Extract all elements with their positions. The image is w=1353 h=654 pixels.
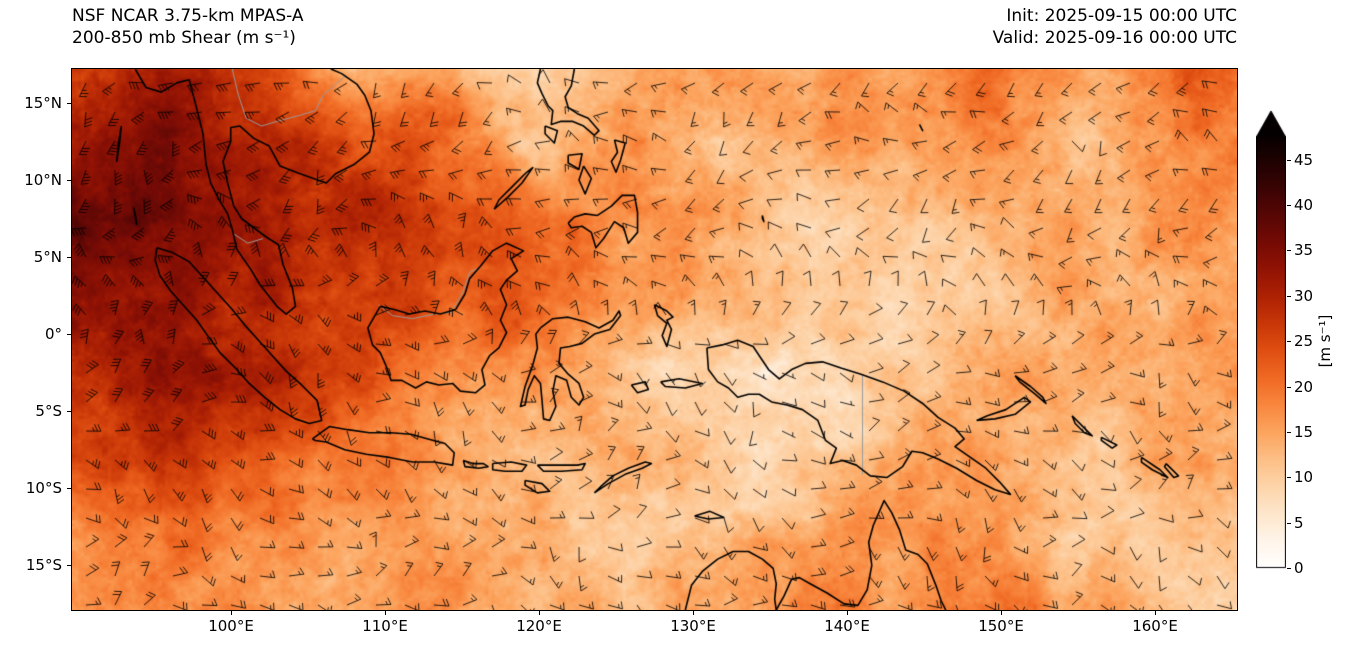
x-tick-label: 110°E xyxy=(362,617,408,635)
y-tick-label: 5°N xyxy=(33,248,62,266)
colorbar-tick-mark xyxy=(1287,250,1291,251)
colorbar-tick-label: 20 xyxy=(1294,378,1314,396)
x-tick-mark xyxy=(1155,611,1156,615)
y-tick-mark xyxy=(67,411,71,412)
x-tick-label: 160°E xyxy=(1132,617,1178,635)
colorbar-tick-mark xyxy=(1287,387,1291,388)
y-tick-mark xyxy=(67,565,71,566)
colorbar-tick-label: 35 xyxy=(1294,241,1314,259)
colorbar-tick-mark xyxy=(1287,568,1291,569)
x-tick-label: 130°E xyxy=(670,617,716,635)
y-tick-mark xyxy=(67,103,71,104)
x-tick-label: 120°E xyxy=(516,617,562,635)
colorbar-tick-mark xyxy=(1287,477,1291,478)
variable-title: 200-850 mb Shear (m s⁻¹) xyxy=(72,28,296,48)
y-tick-label: 0° xyxy=(44,325,62,343)
colorbar-tick-label: 25 xyxy=(1294,332,1314,350)
colorbar-tick-mark xyxy=(1287,432,1291,433)
y-tick-label: 10°N xyxy=(24,171,62,189)
colorbar-tick-label: 10 xyxy=(1294,468,1314,486)
y-tick-label: 10°S xyxy=(25,479,62,497)
valid-time: Valid: 2025-09-16 00:00 UTC xyxy=(992,28,1237,48)
colorbar-tick-label: 15 xyxy=(1294,423,1314,441)
init-time: Init: 2025-09-15 00:00 UTC xyxy=(1006,6,1237,26)
colorbar-tick-label: 0 xyxy=(1294,559,1304,577)
x-tick-mark xyxy=(385,611,386,615)
y-tick-mark xyxy=(67,334,71,335)
colorbar xyxy=(1256,110,1286,569)
colorbar-tick-label: 45 xyxy=(1294,151,1314,169)
colorbar-tick-mark xyxy=(1287,296,1291,297)
colorbar-tick-mark xyxy=(1287,341,1291,342)
y-tick-label: 15°S xyxy=(25,556,62,574)
colorbar-tick-label: 30 xyxy=(1294,287,1314,305)
x-tick-label: 150°E xyxy=(978,617,1024,635)
x-tick-mark xyxy=(1001,611,1002,615)
map-plot xyxy=(71,68,1238,611)
shear-map-canvas xyxy=(72,69,1237,610)
y-tick-mark xyxy=(67,180,71,181)
y-tick-label: 15°N xyxy=(24,94,62,112)
x-tick-mark xyxy=(539,611,540,615)
colorbar-tick-label: 5 xyxy=(1294,514,1304,532)
colorbar-tick-mark xyxy=(1287,523,1291,524)
y-tick-mark xyxy=(67,488,71,489)
x-tick-mark xyxy=(231,611,232,615)
y-tick-label: 5°S xyxy=(35,402,62,420)
x-tick-mark xyxy=(693,611,694,615)
y-tick-mark xyxy=(67,257,71,258)
colorbar-tick-mark xyxy=(1287,205,1291,206)
model-title: NSF NCAR 3.75-km MPAS-A xyxy=(72,6,304,26)
x-tick-mark xyxy=(847,611,848,615)
x-tick-label: 140°E xyxy=(824,617,870,635)
x-tick-label: 100°E xyxy=(208,617,254,635)
colorbar-tick-mark xyxy=(1287,160,1291,161)
colorbar-tick-label: 40 xyxy=(1294,196,1314,214)
colorbar-label: [m s⁻¹] xyxy=(1316,314,1334,368)
